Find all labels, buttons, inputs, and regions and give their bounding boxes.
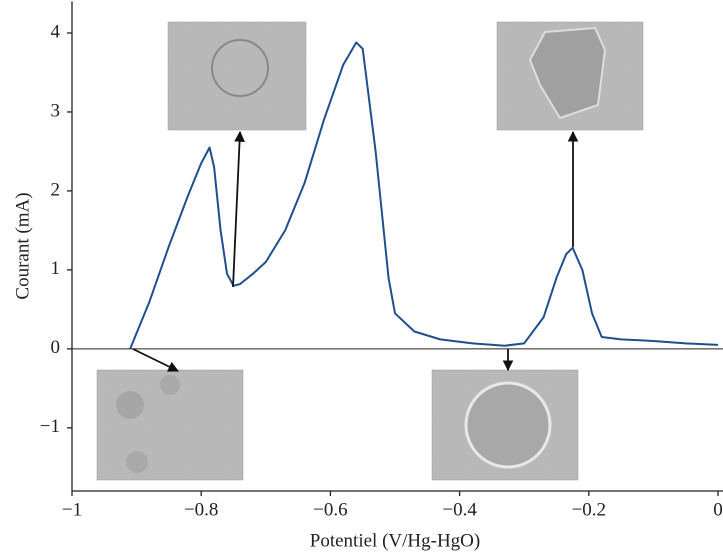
y-tick-label: 0 <box>51 337 61 358</box>
sem-image <box>167 21 307 131</box>
x-tick-label: −0.6 <box>313 499 347 520</box>
sem-spot <box>126 451 148 473</box>
sem-spot <box>160 375 180 395</box>
arrows <box>132 130 579 372</box>
sem-spot <box>116 391 144 419</box>
x-tick-label: −1 <box>62 499 82 520</box>
data-line <box>129 41 719 350</box>
x-tick-label: −0.2 <box>572 499 606 520</box>
y-tick-label: 1 <box>51 258 61 279</box>
arrow <box>132 348 179 372</box>
sem-insets <box>96 21 644 481</box>
y-tick-label: 2 <box>51 179 61 200</box>
x-tick-label: −0.8 <box>184 499 218 520</box>
y-tick-label: −1 <box>40 416 60 437</box>
y-tick-label: 4 <box>51 21 61 42</box>
x-tick-label: 0 <box>713 499 723 520</box>
y-axis-label: Courant (mA) <box>12 192 33 299</box>
sem-pit <box>464 381 552 469</box>
x-tick-label: −0.4 <box>442 499 477 520</box>
sem-pit <box>211 39 269 97</box>
y-tick-label: 3 <box>51 100 61 121</box>
arrow <box>232 130 245 288</box>
x-axis-label: Potentiel (V/Hg-HgO) <box>310 530 480 551</box>
sem-pit <box>528 26 607 120</box>
